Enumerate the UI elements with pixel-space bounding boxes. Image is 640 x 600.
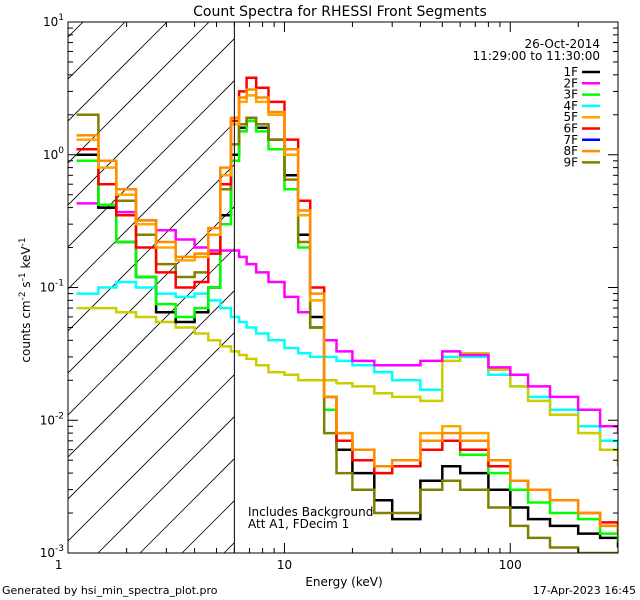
hatch-line [68, 332, 235, 500]
hatch-line [0, 0, 68, 553]
annotation-att: Att A1, FDecim 1 [248, 517, 349, 531]
series-line-yellow [76, 306, 618, 467]
series-line-8f [76, 88, 618, 534]
series-line-6f [76, 76, 618, 534]
annotation-background: Includes Background [248, 505, 373, 519]
chart-title: Count Spectra for RHESSI Front Segments [193, 4, 487, 20]
legend-label-9f: 9F [563, 155, 578, 169]
legend-label-7f: 7F [563, 133, 578, 147]
legend-label-1f: 1F [563, 65, 578, 79]
series-line-2f [76, 202, 618, 434]
hatch-line [392, 0, 640, 553]
y-axis-label: counts cm-2 s-1 keV-1 [18, 237, 33, 362]
series-group [76, 76, 618, 553]
hatch-line [518, 0, 640, 553]
y-tick-label: 10-1 [40, 279, 64, 295]
hatch-line [68, 206, 235, 374]
series-line-1f [76, 119, 618, 548]
y-label-kev: keV [19, 246, 33, 273]
y-label-exp1: -2 [18, 291, 28, 300]
hatch-line [68, 248, 235, 416]
axis-ticks: 1 10 100 10-3 10-2 10-1 100 101 [40, 13, 619, 572]
series-line-3f [76, 119, 618, 543]
hatch-line [68, 22, 126, 80]
hatch-line [97, 416, 235, 553]
footer-generated: Generated by hsi_min_spectra_plot.pro [2, 584, 218, 597]
legend-label-6f: 6F [563, 122, 578, 136]
y-tick-label: 10-2 [40, 411, 64, 427]
time-range-label: 11:29:00 to 11:30:00 [473, 49, 600, 63]
legend-label-8f: 8F [563, 144, 578, 158]
hatch-line [68, 22, 210, 164]
series-line-5f [76, 94, 618, 534]
legend-label-3f: 3F [563, 88, 578, 102]
hatch-line [434, 0, 640, 553]
hatch-line [68, 38, 235, 206]
x-tick-label: 1 [55, 558, 63, 572]
hatch-line [0, 0, 110, 553]
x-tick-label: 10 [277, 558, 292, 572]
y-tick-label: 10-3 [40, 544, 64, 560]
series-line-4f [76, 280, 618, 450]
y-tick-label: 100 [43, 146, 64, 162]
y-label-exp3: -1 [18, 237, 28, 246]
legend-label-5f: 5F [563, 110, 578, 124]
x-tick-label: 100 [499, 558, 522, 572]
date-label: 26-Oct-2014 [524, 37, 600, 51]
series-line-9f [76, 113, 618, 553]
hatch-line [602, 0, 640, 553]
hatch-line [68, 164, 235, 332]
y-label-base: counts cm [19, 300, 33, 362]
background-hatch [0, 0, 640, 553]
y-label-exp2: -1 [18, 272, 28, 281]
hatch-line [68, 22, 168, 122]
y-label-s: s [19, 281, 33, 291]
hatch-line [68, 374, 235, 542]
hatch-line [476, 0, 640, 553]
hatch-line [68, 122, 235, 290]
x-axis-label: Energy (keV) [305, 575, 382, 589]
hatch-line [68, 290, 235, 458]
footer-timestamp: 17-Apr-2023 16:45 [533, 584, 636, 597]
legend-label-4f: 4F [563, 99, 578, 113]
legend-label-2f: 2F [563, 76, 578, 90]
y-tick-label: 101 [43, 13, 64, 29]
